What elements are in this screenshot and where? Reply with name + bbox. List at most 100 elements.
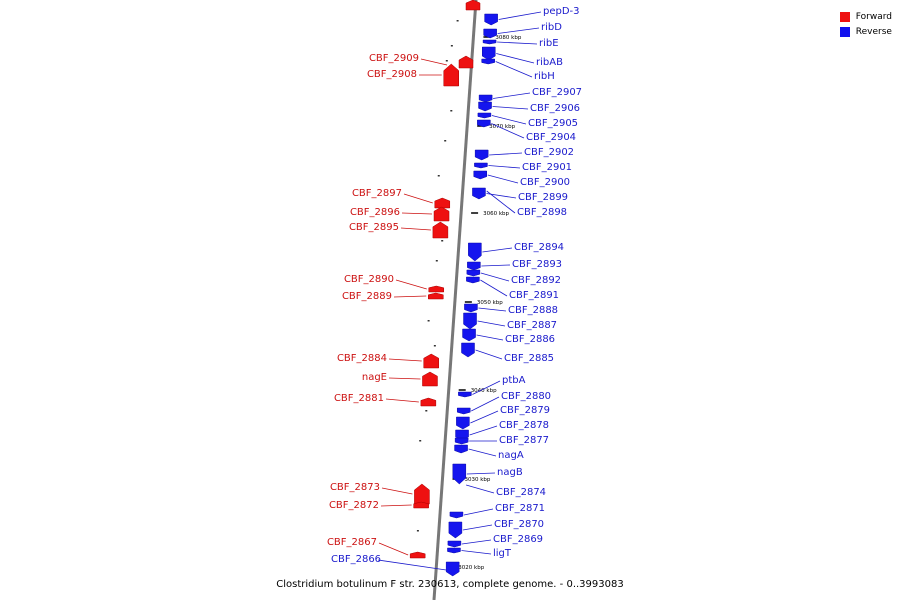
reverse-gene-arrow (477, 119, 491, 128)
reverse-gene-label: CBF_2866 (331, 554, 381, 565)
reverse-gene-label: ptbA (502, 375, 526, 386)
reverse-gene-label: CBF_2894 (514, 242, 564, 253)
gene-leader (461, 550, 492, 555)
gene-leader (497, 41, 538, 45)
reverse-gene-arrow (456, 407, 471, 415)
reverse-gene-label: CBF_2870 (494, 519, 544, 530)
gene-leader (420, 58, 448, 66)
reverse-gene-arrow (473, 170, 487, 180)
gene-leader (476, 334, 504, 341)
reverse-gene-label: CBF_2893 (512, 259, 562, 270)
gene-leader (381, 487, 413, 495)
tick-label: 3060 kbp (483, 211, 509, 217)
forward-gene-arrow (420, 397, 437, 407)
feature-dot (444, 140, 447, 142)
gene-leader (488, 165, 521, 169)
gene-leader (497, 27, 540, 34)
forward-gene-arrow (432, 221, 449, 239)
reverse-gene-arrow (482, 39, 497, 45)
forward-gene-label: CBF_2881 (334, 393, 384, 404)
forward-gene-arrow (428, 285, 445, 293)
gene-leader (380, 504, 412, 507)
reverse-gene-arrow (447, 540, 462, 548)
forward-gene-label: CBF_2909 (369, 53, 419, 64)
reverse-gene-arrow (468, 242, 482, 262)
gene-leader (475, 349, 503, 360)
reverse-gene-arrow (477, 112, 492, 119)
forward-gene-arrow (458, 55, 474, 69)
forward-gene-label: CBF_2897 (352, 188, 402, 199)
gene-leader (468, 448, 497, 457)
forward-gene-arrow (443, 63, 459, 87)
feature-dot (437, 175, 440, 177)
gene-leader (377, 559, 447, 571)
reverse-gene-arrow (463, 312, 477, 330)
gene-leader (491, 123, 525, 139)
reverse-gene-label: CBF_2906 (530, 103, 580, 114)
gene-leader (395, 279, 427, 290)
reverse-gene-label: CBF_2901 (522, 162, 572, 173)
reverse-gene-arrow (478, 94, 493, 103)
feature-dot (450, 45, 453, 47)
forward-gene-arrow (414, 483, 430, 505)
gene-leader (480, 272, 510, 282)
reverse-gene-arrow (454, 437, 469, 445)
reverse-gene-arrow (452, 463, 467, 485)
reverse-gene-label: ribE (539, 38, 559, 49)
reverse-gene-arrow (461, 342, 475, 358)
tick-label: 3020 kbp (458, 565, 484, 571)
feature-dot (450, 110, 453, 112)
forward-gene-arrow (422, 371, 438, 387)
reverse-gene-arrow (466, 269, 481, 277)
forward-gene-arrow (423, 353, 439, 369)
legend: Forward Reverse (839, 9, 892, 39)
feature-dot (425, 410, 428, 412)
reverse-gene-label: CBF_2871 (495, 503, 545, 514)
gene-leader (482, 247, 513, 253)
forward-gene-label: CBF_2884 (337, 353, 387, 364)
reverse-gene-label: CBF_2874 (496, 487, 546, 498)
gene-leader (472, 380, 501, 395)
reverse-gene-label: ribD (541, 22, 562, 33)
reverse-gene-label: CBF_2878 (499, 420, 549, 431)
forward-gene-label: CBF_2867 (327, 537, 377, 548)
feature-dot (441, 240, 444, 242)
gene-leader (403, 193, 433, 204)
forward-gene-arrow (433, 206, 450, 222)
reverse-gene-label: CBF_2892 (511, 275, 561, 286)
feature-dot (456, 20, 459, 22)
reverse-gene-label: CBF_2885 (504, 353, 554, 364)
reverse-gene-arrow (474, 162, 488, 169)
feature-dot (445, 60, 448, 62)
gene-leader (461, 539, 492, 545)
gene-leader (481, 264, 511, 267)
reverse-gene-arrow (456, 416, 470, 430)
reverse-gene-arrow (462, 328, 476, 342)
reverse-gene-arrow (458, 391, 472, 398)
reverse-gene-arrow (472, 187, 486, 200)
gene-leader (466, 484, 495, 494)
gene-leader (478, 307, 507, 312)
gene-leader (489, 152, 523, 156)
forward-gene-label: CBF_2895 (349, 222, 399, 233)
gene-leader (378, 542, 409, 556)
forward-gene-arrow (434, 197, 451, 209)
gene-leader (480, 279, 508, 297)
reverse-gene-label: CBF_2888 (508, 305, 558, 316)
gene-leader (496, 53, 535, 64)
reverse-gene-arrow (484, 13, 498, 26)
reverse-gene-arrow (448, 521, 463, 539)
reverse-gene-arrow (481, 58, 495, 65)
gene-leader (400, 227, 431, 231)
reverse-gene-label: CBF_2886 (505, 334, 555, 345)
reverse-gene-arrow (445, 561, 460, 577)
reverse-gene-arrow (447, 547, 461, 554)
reverse-gene-arrow (454, 444, 468, 454)
reverse-gene-label: CBF_2869 (493, 534, 543, 545)
reverse-gene-label: pepD-3 (543, 6, 580, 17)
gene-leader (486, 190, 516, 214)
reverse-gene-arrow (483, 28, 497, 39)
reverse-gene-label: CBF_2905 (528, 118, 578, 129)
forward-gene-arrow (465, 0, 481, 11)
gene-leader (388, 377, 421, 380)
